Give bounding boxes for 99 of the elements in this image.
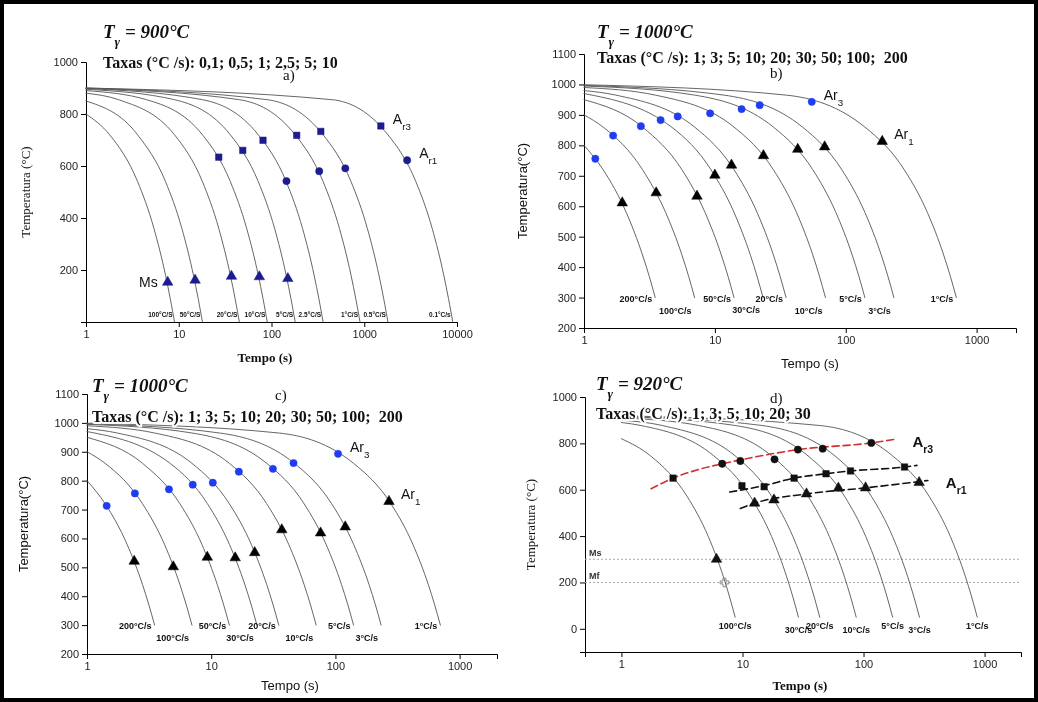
y-tick-label: 900 bbox=[60, 445, 79, 458]
y-tick-label: 200 bbox=[557, 322, 576, 335]
series-label: 50°C/s bbox=[198, 621, 227, 632]
x-axis-title: Tempo (s) bbox=[772, 678, 828, 693]
y-tick-label: 600 bbox=[60, 532, 79, 545]
series-label: 100°C/s bbox=[658, 305, 692, 316]
ref-line-label: Ms bbox=[589, 548, 602, 559]
series-label: 10°C/s bbox=[285, 633, 314, 644]
y-tick-label: 300 bbox=[557, 291, 576, 304]
y-tick-label: 400 bbox=[59, 212, 78, 225]
series-label: 20°C/s bbox=[248, 621, 276, 632]
y-tick-label: 1000 bbox=[53, 56, 78, 69]
x-tick-label: 100 bbox=[837, 333, 856, 346]
x-tick-label: 1000 bbox=[352, 327, 377, 340]
x-tick-label: 100 bbox=[326, 659, 346, 672]
x-tick-label: 100 bbox=[262, 327, 282, 340]
x-tick-label: 1000 bbox=[972, 657, 998, 670]
series-label: A$_{r1}$ bbox=[419, 145, 438, 166]
series-label: 100°C/s bbox=[718, 621, 752, 632]
series-label: A$_{r1}$ bbox=[945, 474, 967, 497]
y-tick-label: 900 bbox=[557, 108, 576, 121]
series-label: 10°C/s bbox=[842, 625, 871, 636]
y-tick-label: 400 bbox=[60, 590, 79, 603]
y-axis-title: Temperatura(°C) bbox=[515, 142, 530, 240]
series-label: 1°C/s bbox=[965, 621, 989, 632]
chart-title: T$_{γ}$ = 920°C bbox=[596, 373, 683, 401]
y-tick-label: 200 bbox=[558, 576, 577, 589]
x-axis-title: Tempo (s) bbox=[781, 356, 839, 371]
series-label: 10°C/s bbox=[794, 305, 823, 316]
series-label: 5°C/s bbox=[327, 621, 351, 632]
y-tick-label: 1000 bbox=[552, 391, 577, 404]
series-label: A$_{r3}$ bbox=[912, 433, 934, 456]
y-tick-label: 1100 bbox=[552, 48, 576, 61]
series-label: 200°C/s bbox=[619, 293, 653, 304]
y-tick-label: 200 bbox=[59, 264, 78, 277]
series-label: 100°C/s bbox=[156, 633, 189, 644]
y-tick-label: 1000 bbox=[54, 416, 79, 429]
x-tick-label: 10000 bbox=[442, 327, 473, 340]
series-label: 200°C/s bbox=[118, 621, 152, 632]
y-tick-label: 1000 bbox=[551, 78, 576, 91]
series-label: 3°C/s bbox=[908, 625, 931, 636]
x-tick-label: 10 bbox=[205, 659, 218, 672]
x-tick-label: 10 bbox=[736, 657, 750, 670]
x-tick-label: 100 bbox=[854, 657, 874, 670]
y-tick-label: 600 bbox=[557, 200, 576, 213]
series-label: 1°C/s bbox=[930, 293, 954, 304]
ref-line-label: Mf bbox=[589, 571, 601, 582]
annotation: c) bbox=[275, 387, 287, 404]
y-tick-label: 300 bbox=[60, 619, 79, 632]
x-axis-title: Tempo (s) bbox=[237, 350, 293, 365]
x-tick-label: 1 bbox=[84, 659, 91, 672]
y-tick-label: 400 bbox=[557, 261, 576, 274]
annotation: d) bbox=[770, 390, 783, 407]
series-label: 5°C/s bbox=[839, 293, 862, 304]
series-label: Ar$_{3}$ bbox=[350, 438, 371, 460]
y-axis-title: Temperatura(°C) bbox=[16, 475, 31, 573]
series-label: 30°C/s bbox=[226, 632, 254, 643]
y-tick-label: 600 bbox=[558, 483, 577, 496]
y-axis-title: Temperatura (°C) bbox=[523, 478, 538, 571]
y-tick-label: 600 bbox=[59, 160, 78, 173]
y-tick-label: 800 bbox=[558, 437, 577, 450]
x-tick-label: 1000 bbox=[447, 659, 473, 672]
series-label: 30°C/s bbox=[732, 305, 760, 316]
series-label: 5°C/s bbox=[881, 621, 904, 632]
y-tick-label: 500 bbox=[557, 230, 576, 243]
x-tick-label: 1000 bbox=[964, 333, 990, 346]
y-tick-label: 1100 bbox=[55, 388, 79, 401]
series-label: 50°C/s bbox=[703, 293, 731, 304]
series-label: 3°C/s bbox=[355, 633, 379, 644]
text: Taxas (°C /s): 1; 3; 5; 10; 20; 30; 50; 100; 200 bbox=[92, 408, 403, 426]
x-tick-label: 10 bbox=[173, 327, 186, 340]
y-tick-label: 700 bbox=[557, 169, 576, 182]
series-label: 20°C/s bbox=[755, 293, 784, 304]
x-tick-label: 1 bbox=[83, 327, 90, 340]
y-axis-title: Temperatura (°C) bbox=[18, 146, 33, 238]
y-tick-label: 700 bbox=[60, 503, 79, 516]
y-tick-label: 800 bbox=[557, 139, 576, 152]
chart-subtitle: Taxas (°C /s): 1; 3; 5; 10; 20; 30; 50; 100; 200 bbox=[597, 49, 908, 67]
y-tick-label: 200 bbox=[60, 648, 79, 661]
x-tick-label: 10 bbox=[709, 333, 722, 346]
chart-title: T$_{γ}$ = 1000°C bbox=[92, 375, 189, 403]
series-label: A$_{r3}$ bbox=[392, 110, 412, 132]
x-tick-label: 1 bbox=[581, 333, 588, 346]
x-axis-title: Tempo (s) bbox=[261, 678, 319, 693]
series-label: Ar$_{1}$ bbox=[400, 486, 421, 507]
series-label: Ms bbox=[139, 274, 158, 291]
chart-title: T$_{γ}$ = 900°C bbox=[103, 21, 190, 49]
series-label: 3°C/s bbox=[868, 305, 891, 316]
chart-title: T$_{γ}$ = 1000°C bbox=[597, 21, 694, 49]
series-label: Ar$_{3}$ bbox=[823, 86, 844, 108]
y-tick-label: 400 bbox=[558, 530, 577, 543]
x-tick-label: 1 bbox=[618, 657, 625, 670]
y-tick-label: 500 bbox=[60, 561, 79, 574]
series-label: Ar$_{1}$ bbox=[894, 126, 914, 147]
y-tick-label: 800 bbox=[59, 108, 78, 121]
series-label: 1°C/s bbox=[414, 621, 438, 632]
y-tick-label: 800 bbox=[60, 474, 79, 487]
annotation: b) bbox=[770, 65, 783, 82]
y-tick-label: 0 bbox=[570, 622, 577, 635]
